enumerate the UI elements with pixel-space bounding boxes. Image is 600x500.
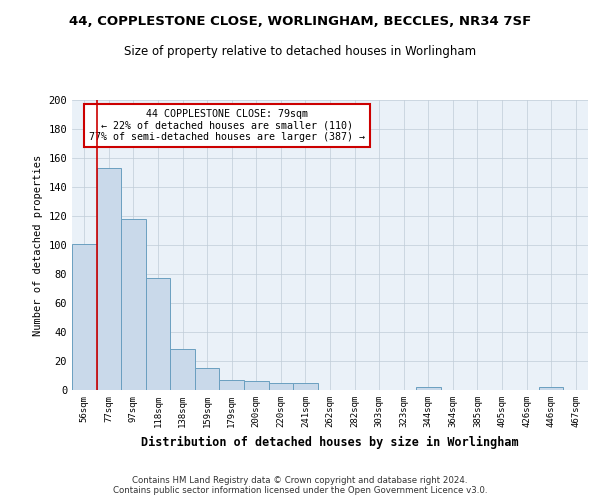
- Bar: [220, 380, 244, 390]
- Bar: [269, 383, 293, 390]
- Bar: [416, 387, 440, 390]
- Bar: [195, 368, 220, 390]
- Bar: [121, 219, 146, 390]
- Bar: [293, 383, 318, 390]
- Text: 44, COPPLESTONE CLOSE, WORLINGHAM, BECCLES, NR34 7SF: 44, COPPLESTONE CLOSE, WORLINGHAM, BECCL…: [69, 15, 531, 28]
- X-axis label: Distribution of detached houses by size in Worlingham: Distribution of detached houses by size …: [141, 436, 519, 448]
- Y-axis label: Number of detached properties: Number of detached properties: [33, 154, 43, 336]
- Bar: [72, 244, 97, 390]
- Text: Contains HM Land Registry data © Crown copyright and database right 2024.
Contai: Contains HM Land Registry data © Crown c…: [113, 476, 487, 495]
- Bar: [97, 168, 121, 390]
- Bar: [146, 278, 170, 390]
- Bar: [244, 382, 269, 390]
- Bar: [539, 387, 563, 390]
- Text: 44 COPPLESTONE CLOSE: 79sqm
← 22% of detached houses are smaller (110)
77% of se: 44 COPPLESTONE CLOSE: 79sqm ← 22% of det…: [89, 108, 365, 142]
- Text: Size of property relative to detached houses in Worlingham: Size of property relative to detached ho…: [124, 45, 476, 58]
- Bar: [170, 350, 195, 390]
